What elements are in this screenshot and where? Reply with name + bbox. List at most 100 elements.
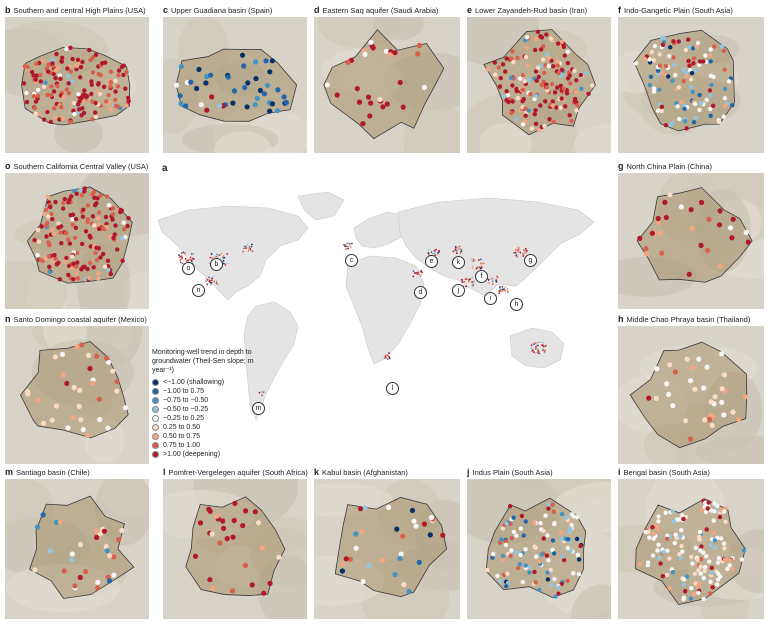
legend-swatch: [152, 406, 159, 413]
well-marker: [722, 546, 727, 551]
world-well-marker: [455, 247, 457, 249]
well-marker: [705, 247, 711, 253]
well-marker: [495, 573, 500, 579]
well-marker: [657, 63, 663, 68]
well-marker: [694, 44, 700, 50]
well-marker: [97, 91, 103, 97]
panel-letter: m: [5, 467, 14, 477]
well-marker: [104, 99, 109, 104]
world-well-marker: [226, 253, 229, 255]
well-marker: [574, 78, 579, 83]
well-marker: [682, 119, 688, 124]
well-marker: [718, 574, 723, 579]
well-marker: [699, 101, 704, 106]
well-marker: [79, 342, 85, 348]
well-marker: [704, 527, 709, 532]
panel-f: f Indo-Gangetic Plain (South Asia): [618, 5, 764, 153]
well-marker: [683, 70, 688, 75]
callout-f: f: [475, 270, 488, 283]
world-well-marker: [427, 248, 430, 251]
well-marker: [519, 513, 525, 519]
world-well-marker: [178, 254, 180, 256]
well-marker: [710, 585, 715, 590]
well-marker: [678, 204, 684, 210]
well-marker: [665, 533, 670, 538]
well-marker: [547, 117, 552, 122]
well-marker: [367, 113, 373, 119]
world-well-marker: [415, 271, 417, 274]
well-marker: [523, 119, 528, 124]
panel-letter: o: [5, 161, 11, 171]
world-well-marker: [259, 394, 262, 397]
well-marker: [529, 126, 535, 131]
well-marker: [345, 59, 351, 65]
well-marker: [359, 529, 365, 535]
well-marker: [699, 544, 704, 549]
well-marker: [45, 194, 51, 200]
well-marker: [55, 83, 60, 89]
panel-map-graphic: [618, 17, 764, 153]
world-well-marker: [536, 347, 538, 350]
well-marker: [545, 533, 550, 538]
well-marker: [684, 574, 690, 579]
well-marker: [696, 568, 701, 573]
world-well-marker: [192, 252, 195, 255]
well-marker: [75, 276, 81, 281]
callout-k: k: [452, 256, 465, 269]
world-well-marker: [347, 247, 349, 250]
well-marker: [62, 259, 67, 265]
well-marker: [573, 89, 579, 95]
well-marker: [116, 68, 122, 73]
well-marker: [34, 524, 41, 530]
world-well-marker: [420, 270, 422, 272]
well-marker: [78, 417, 84, 423]
panel-title: Southern California Central Valley (USA): [13, 162, 149, 171]
well-marker: [533, 93, 539, 98]
well-marker: [115, 247, 120, 252]
well-marker: [95, 585, 101, 591]
legend-label: −0.75 to −0.50: [163, 397, 209, 404]
well-marker: [90, 117, 95, 122]
well-marker: [513, 549, 518, 555]
world-well-marker: [534, 348, 537, 350]
world-well-marker: [525, 252, 527, 255]
world-well-marker: [219, 253, 222, 256]
well-marker: [503, 542, 509, 548]
world-well-marker: [514, 246, 517, 248]
well-marker: [230, 534, 236, 540]
well-marker: [46, 254, 52, 259]
well-marker: [225, 74, 231, 80]
world-well-marker: [179, 261, 182, 264]
well-marker: [643, 246, 649, 252]
well-marker: [398, 551, 404, 557]
well-marker: [64, 46, 69, 52]
well-marker: [79, 193, 85, 198]
well-marker: [523, 547, 528, 552]
well-marker: [46, 214, 51, 219]
well-marker: [64, 87, 69, 92]
well-marker: [711, 518, 716, 523]
well-marker: [47, 269, 52, 275]
well-marker: [655, 527, 660, 532]
well-marker: [676, 85, 682, 90]
world-well-marker: [206, 278, 209, 281]
world-well-marker: [466, 281, 469, 284]
well-marker: [347, 556, 353, 562]
well-marker: [655, 219, 662, 225]
callout-l: l: [386, 382, 399, 395]
well-marker: [81, 93, 86, 99]
well-marker: [672, 540, 677, 546]
well-marker: [110, 212, 116, 217]
well-marker: [75, 57, 81, 62]
well-marker: [31, 94, 37, 99]
world-well-marker: [540, 352, 543, 355]
well-marker: [698, 199, 705, 206]
legend-swatch: [152, 451, 159, 458]
well-marker: [32, 237, 37, 243]
well-marker: [485, 67, 491, 72]
well-marker: [571, 514, 576, 519]
well-marker: [652, 43, 658, 49]
well-marker: [85, 203, 91, 208]
well-marker: [401, 582, 407, 588]
world-well-marker: [461, 281, 464, 283]
